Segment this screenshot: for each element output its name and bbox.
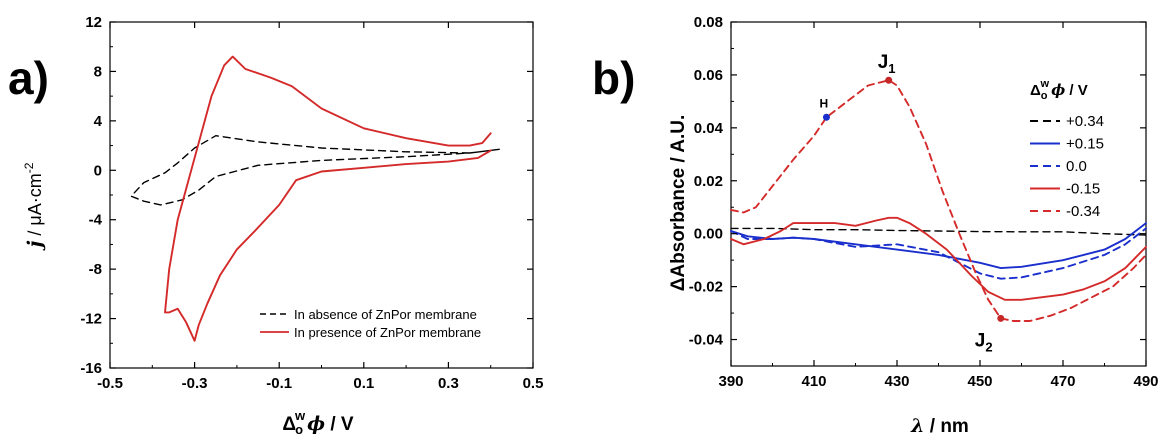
series-line-0 — [130, 134, 500, 206]
y-tick-label: 0.04 — [694, 120, 724, 137]
y-tick-label: 0.08 — [694, 14, 723, 31]
panel-b-axis-ticks: 390 410 430 450 470 490 -0.04 -0.02 0.00 0.02 0.04… — [689, 14, 1159, 390]
panel-b-chart: b) 390 410 430 450 470 490 -0.04 -0.02 0.00 0.02 0… — [592, 14, 1159, 436]
x-tick-label: 390 — [718, 373, 743, 390]
legend-label: +0.34 — [1066, 113, 1104, 130]
series-line-2 — [730, 227, 1147, 280]
legend-title: Δow ϕ / V — [1030, 78, 1088, 102]
panel-a-chart: a) -0.5 -0.3 -0.1 0.1 0.3 0.5-16-12-8-404812 … — [8, 14, 543, 436]
legend-items: +0.34 +0.15 0.0 -0.15 -0.34 — [1030, 113, 1104, 220]
y-tick-label: 4 — [94, 113, 103, 130]
annotation-marker — [997, 314, 1005, 322]
x-tick-label: 0.5 — [523, 375, 544, 392]
legend-label: -0.34 — [1066, 203, 1100, 220]
annotation-label: H — [819, 96, 828, 110]
panel-a-label: a) — [8, 52, 49, 104]
y-tick-label: 0.02 — [694, 173, 723, 190]
y-tick-label: -12 — [80, 311, 102, 328]
x-tick-label: 430 — [884, 373, 909, 390]
y-tick-label: 12 — [85, 14, 102, 31]
y-tick-label: 0.06 — [694, 67, 723, 84]
panel-b-legend: Δow ϕ / V +0.34 +0.15 0.0 -0.15 -0.34 — [1030, 78, 1104, 220]
x-tick-label: 450 — [967, 373, 992, 390]
panel-a-y-axis-label: j / μA·cm-2 — [22, 162, 46, 251]
series-line-3 — [730, 216, 1147, 301]
y-tick-label: -16 — [80, 360, 102, 377]
y-tick-label: -4 — [89, 212, 103, 229]
series-line-4 — [730, 79, 1147, 322]
x-tick-label: -0.5 — [97, 375, 123, 392]
y-tick-label: 8 — [94, 63, 102, 80]
annotation-label: J2 — [975, 330, 993, 354]
series-line-0 — [730, 227, 1147, 236]
legend-label: +0.15 — [1066, 136, 1104, 153]
panel-b-plot-area — [730, 21, 1147, 367]
y-tick-label: -0.04 — [689, 332, 724, 349]
x-tick-label: 0.1 — [353, 375, 374, 392]
y-tick-label: -0.02 — [689, 279, 723, 296]
y-tick-label: 0 — [94, 162, 102, 179]
x-tick-label: -0.3 — [182, 375, 208, 392]
x-tick-label: 470 — [1050, 373, 1075, 390]
y-tick-label: 0.00 — [694, 226, 723, 243]
x-tick-label: 0.3 — [438, 375, 459, 392]
legend-label: 0.0 — [1066, 158, 1087, 175]
annotation-marker — [885, 76, 893, 84]
annotation-label: J1 — [878, 52, 896, 76]
panel-a-axis-ticks: -0.5 -0.3 -0.1 0.1 0.3 0.5 -16 -12 -8 -4 0 4 8 12 — [80, 14, 543, 392]
panel-a-legend: In absence of ZnPor membrane In presence… — [260, 307, 481, 340]
panel-b-y-axis-label: ΔAbsorbance / A.U. — [668, 115, 689, 292]
legend-label: -0.15 — [1066, 181, 1100, 198]
panel-b-x-axis-label: λ / nm — [910, 415, 969, 436]
y-tick-label: -8 — [89, 261, 102, 278]
annotation-marker — [822, 113, 830, 121]
legend-label-absence: In absence of ZnPor membrane — [294, 307, 477, 322]
legend-label-presence: In presence of ZnPor membrane — [294, 325, 481, 340]
x-tick-label: 490 — [1133, 373, 1158, 390]
panel-b-label: b) — [592, 52, 635, 104]
series-line-1 — [164, 55, 492, 342]
x-tick-label: 410 — [801, 373, 826, 390]
panel-a-x-axis-label: Δow ϕ / V — [282, 408, 353, 436]
x-tick-label: -0.1 — [266, 375, 292, 392]
panel-b-annotations: H J1 J2 — [819, 52, 1005, 354]
